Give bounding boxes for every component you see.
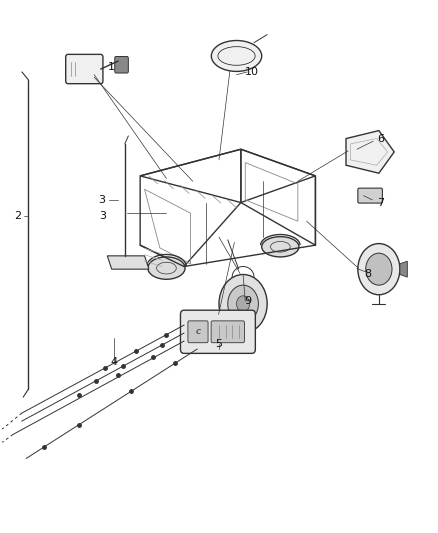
- Text: 1: 1: [108, 62, 115, 71]
- Text: 8: 8: [364, 270, 371, 279]
- Circle shape: [366, 253, 392, 285]
- FancyBboxPatch shape: [66, 54, 103, 84]
- Polygon shape: [400, 261, 407, 277]
- Text: 7: 7: [378, 198, 385, 207]
- Ellipse shape: [211, 41, 262, 71]
- Text: 4: 4: [110, 358, 117, 367]
- FancyBboxPatch shape: [115, 56, 128, 73]
- Text: 3: 3: [98, 195, 105, 205]
- Text: 3: 3: [99, 211, 106, 221]
- FancyBboxPatch shape: [358, 188, 382, 203]
- Text: 2: 2: [14, 211, 21, 221]
- Text: C: C: [195, 328, 201, 335]
- Circle shape: [228, 285, 258, 322]
- Circle shape: [237, 296, 250, 312]
- Ellipse shape: [148, 257, 185, 279]
- Circle shape: [358, 244, 400, 295]
- FancyBboxPatch shape: [188, 321, 208, 343]
- Text: 6: 6: [378, 134, 385, 143]
- Text: 5: 5: [215, 339, 223, 349]
- Text: 10: 10: [245, 67, 259, 77]
- Polygon shape: [346, 131, 394, 173]
- Text: 9: 9: [244, 296, 251, 306]
- Polygon shape: [107, 256, 149, 269]
- FancyBboxPatch shape: [211, 321, 244, 343]
- Circle shape: [219, 274, 267, 333]
- FancyBboxPatch shape: [180, 310, 255, 353]
- Ellipse shape: [261, 237, 299, 257]
